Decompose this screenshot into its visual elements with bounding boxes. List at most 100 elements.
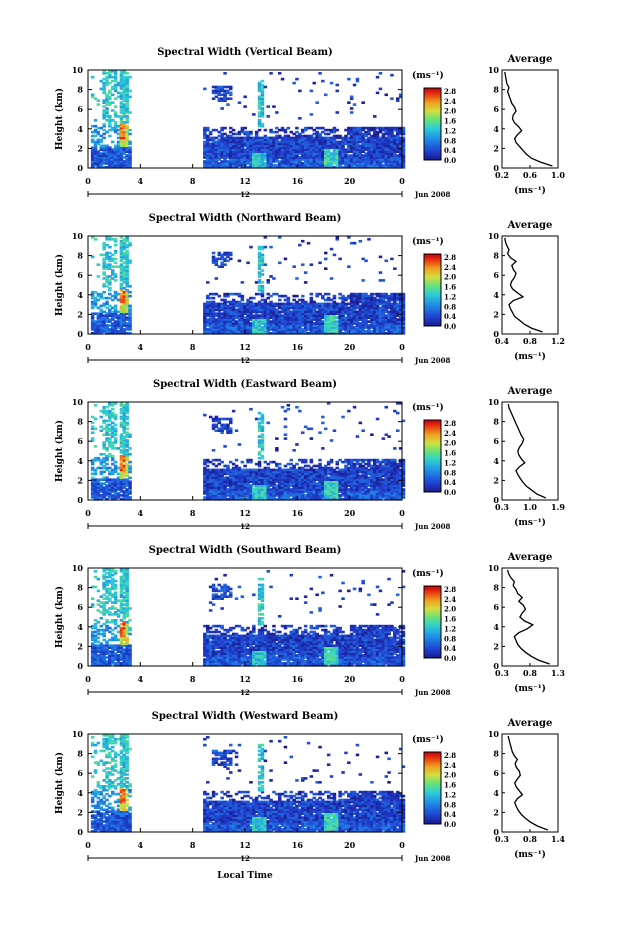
- heatmap-cell: [252, 474, 256, 478]
- heatmap-cell: [243, 478, 247, 481]
- heatmap-cell: [93, 488, 98, 491]
- heatmap-cell: [102, 433, 106, 436]
- heatmap-cell: [254, 136, 259, 140]
- heatmap-cell: [335, 134, 339, 138]
- heatmap-cell: [111, 456, 115, 460]
- heatmap-cell: [223, 158, 227, 161]
- heatmap-cell: [398, 148, 403, 151]
- heatmap-cell: [211, 140, 216, 144]
- heatmap-cell: [396, 314, 400, 317]
- heatmap-cell: [119, 435, 124, 438]
- heatmap-cell: [229, 310, 233, 314]
- heatmap-cell: [401, 314, 406, 317]
- avg-y-tick-label: 8: [493, 85, 499, 95]
- heatmap-cell: [260, 498, 265, 501]
- heatmap-cell: [231, 490, 236, 493]
- heatmap-cell: [272, 318, 276, 321]
- heatmap-cell: [318, 156, 322, 159]
- heatmap-cell: [361, 292, 365, 296]
- heatmap-cell: [113, 316, 118, 319]
- heatmap-cell: [352, 146, 357, 149]
- heatmap-cell: [105, 81, 109, 85]
- heatmap-cell: [361, 144, 365, 148]
- heatmap-cell: [220, 330, 224, 333]
- heatmap-cell: [257, 287, 262, 290]
- heatmap-cell: [125, 405, 129, 409]
- heatmap-cell: [90, 292, 95, 296]
- heatmap-cell: [347, 296, 351, 300]
- heatmap-cell: [111, 326, 115, 329]
- heatmap-cell: [122, 302, 126, 306]
- heatmap-cell: [243, 150, 247, 153]
- heatmap-cell: [260, 122, 265, 126]
- heatmap-cell: [309, 316, 314, 319]
- heatmap-cell: [99, 126, 103, 130]
- heatmap-cell: [278, 302, 282, 306]
- heatmap-cell: [223, 146, 227, 149]
- heatmap-cell: [214, 492, 219, 495]
- heatmap-cell: [321, 154, 325, 157]
- heatmap-cell: [93, 328, 98, 331]
- heatmap-cell: [119, 316, 124, 319]
- heatmap-cell: [401, 300, 406, 304]
- heatmap-cell: [393, 330, 397, 333]
- heatmap-cell: [260, 146, 265, 149]
- heatmap-cell: [119, 111, 124, 114]
- heatmap-cell: [396, 146, 400, 149]
- heatmap-cell: [263, 144, 268, 148]
- heatmap-cells: [90, 70, 406, 169]
- heatmap-cell: [286, 462, 291, 466]
- heatmap-cell: [252, 152, 256, 155]
- heatmap-cell: [254, 304, 259, 308]
- heatmap-cell: [401, 312, 406, 315]
- heatmap-cell: [335, 160, 339, 163]
- heatmap-cell: [303, 154, 308, 157]
- heatmap-cell: [396, 128, 400, 132]
- heatmap-cell: [122, 429, 126, 432]
- heatmap-cell: [243, 474, 247, 478]
- heatmap-cell: [93, 140, 98, 144]
- heatmap-cell: [364, 126, 368, 130]
- heatmap-cell: [203, 484, 207, 487]
- heatmap-cell: [96, 498, 101, 501]
- heatmap-cell: [229, 97, 233, 100]
- heatmap-cell: [208, 478, 213, 481]
- heatmap-cell: [283, 138, 288, 142]
- colorbar-tick-label: 2.8: [444, 253, 456, 262]
- heatmap-cell: [214, 150, 219, 153]
- heatmap-cell: [312, 488, 316, 491]
- heatmap-cell: [254, 494, 259, 497]
- heatmap-cell: [260, 148, 265, 151]
- heatmap-cell: [401, 138, 406, 142]
- heatmap-cell: [214, 302, 219, 306]
- heatmap-cell: [234, 158, 239, 161]
- heatmap-cell: [125, 253, 129, 257]
- heatmap-cell: [289, 142, 293, 146]
- heatmap-cell: [234, 488, 239, 491]
- heatmap-cell: [352, 312, 357, 315]
- heatmap-cell: [349, 140, 354, 144]
- heatmap-cell: [324, 312, 328, 315]
- heatmap-cell: [289, 494, 293, 497]
- heatmap-cell: [260, 124, 265, 128]
- heatmap-cell: [358, 294, 363, 298]
- heatmap-cell: [254, 484, 259, 487]
- heatmap-cell: [335, 89, 339, 93]
- heatmap-cell: [381, 279, 386, 282]
- heatmap-cell: [283, 156, 288, 159]
- heatmap-cell: [278, 146, 282, 149]
- heatmap-cell: [257, 150, 262, 153]
- heatmap-cell: [111, 429, 115, 432]
- heatmap-cell: [125, 288, 129, 292]
- heatmap-cell: [275, 328, 279, 331]
- heatmap-cell: [269, 164, 273, 167]
- heatmap-cell: [102, 271, 106, 274]
- heatmap-cell: [246, 146, 250, 149]
- heatmap-cell: [90, 488, 95, 491]
- heatmap-cell: [93, 312, 98, 315]
- heatmap-cell: [315, 322, 319, 325]
- heatmap-cell: [318, 476, 322, 480]
- heatmap-cell: [398, 308, 403, 312]
- heatmap-cell: [390, 150, 394, 153]
- heatmap-cell: [234, 470, 239, 474]
